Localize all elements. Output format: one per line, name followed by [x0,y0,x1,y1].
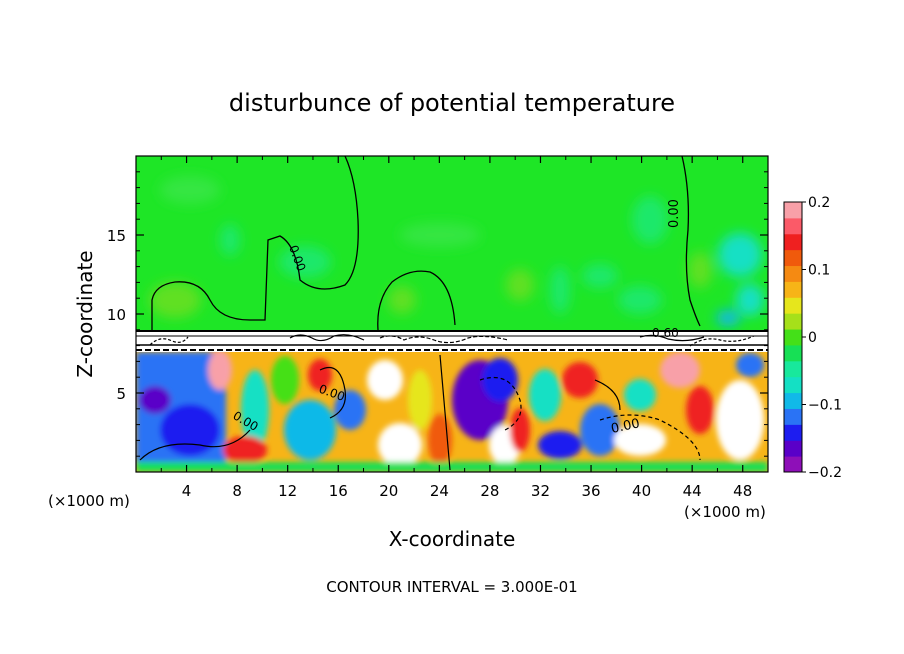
contour-line [139,429,251,461]
contour-line [377,270,456,331]
contour-line [681,156,701,327]
contour-label: 0.60 [652,326,679,340]
contour-interval-note: CONTOUR INTERVAL = 3.000E-01 [326,578,577,596]
x-tick-label: 36 [581,482,600,500]
x-tick-label: 16 [329,482,348,500]
contour-line [439,354,451,471]
x-tick-label: 12 [278,482,297,500]
contour-line [599,414,701,461]
contour-line [479,376,522,431]
colorbar-tick-label: −0.1 [808,398,842,414]
colorbar-swatch [784,392,802,409]
x-tick-label: 4 [182,482,192,500]
y-tick-label: 5 [116,385,126,403]
upper-field-texture [149,176,764,326]
colorbar-swatch [784,217,802,235]
colorbar-tick-label: 0.2 [808,195,830,211]
colorbar-tick-label: −0.2 [808,465,842,481]
colorbar-tick-label: 0 [808,330,817,346]
x-unit-label-left: (×1000 m) [48,492,130,510]
colorbar-swatch [784,265,802,282]
colorbar-swatch [784,281,802,298]
x-tick-label: 32 [531,482,550,500]
contour-label: 0.00 [667,199,682,228]
x-tick-label: 28 [480,482,499,500]
chart-title: disturbunce of potential temperature [229,89,675,117]
colorbar-swatch [784,249,802,267]
x-axis: 4 8 12 16 20 24 28 32 36 40 44 48 [160,156,752,500]
y-tick-label: 15 [107,227,126,245]
x-axis-title: X-coordinate [389,527,516,551]
plot-area: 0.00 0.00 0.00 0.00 0.00 0.60 [136,156,768,472]
colorbar-swatch [784,233,802,251]
colorbar-swatch [784,456,802,473]
colorbar-swatch [784,424,802,441]
colorbar-swatch [784,313,802,330]
colorbar-swatch [784,297,802,314]
colorbar-swatch [784,440,802,457]
colorbar-swatch [784,360,802,378]
contour-line [319,366,347,419]
x-unit-label-right: (×1000 m) [684,503,766,521]
contour-line [151,156,359,330]
y-axis-title: Z-coordinate [73,250,97,377]
y-axis: 5 10 15 [107,171,768,457]
x-tick-label: 48 [733,482,752,500]
colorbar-swatch [784,202,802,219]
x-tick-label: 20 [379,482,398,500]
colorbar: 0.2 0.1 0 −0.1 −0.2 [783,195,842,481]
colorbar-swatch [784,329,802,346]
contour-label: 0.00 [610,416,641,437]
colorbar-swatch [784,376,802,394]
x-tick-label: 40 [632,482,651,500]
colorbar-tick-label: 0.1 [808,263,830,279]
x-tick-label: 8 [232,482,242,500]
x-tick-label: 24 [430,482,449,500]
contour-line [594,379,621,411]
y-tick-label: 10 [107,306,126,324]
colorbar-swatch [784,344,802,362]
colorbar-swatch [784,408,802,425]
x-tick-label: 44 [683,482,702,500]
